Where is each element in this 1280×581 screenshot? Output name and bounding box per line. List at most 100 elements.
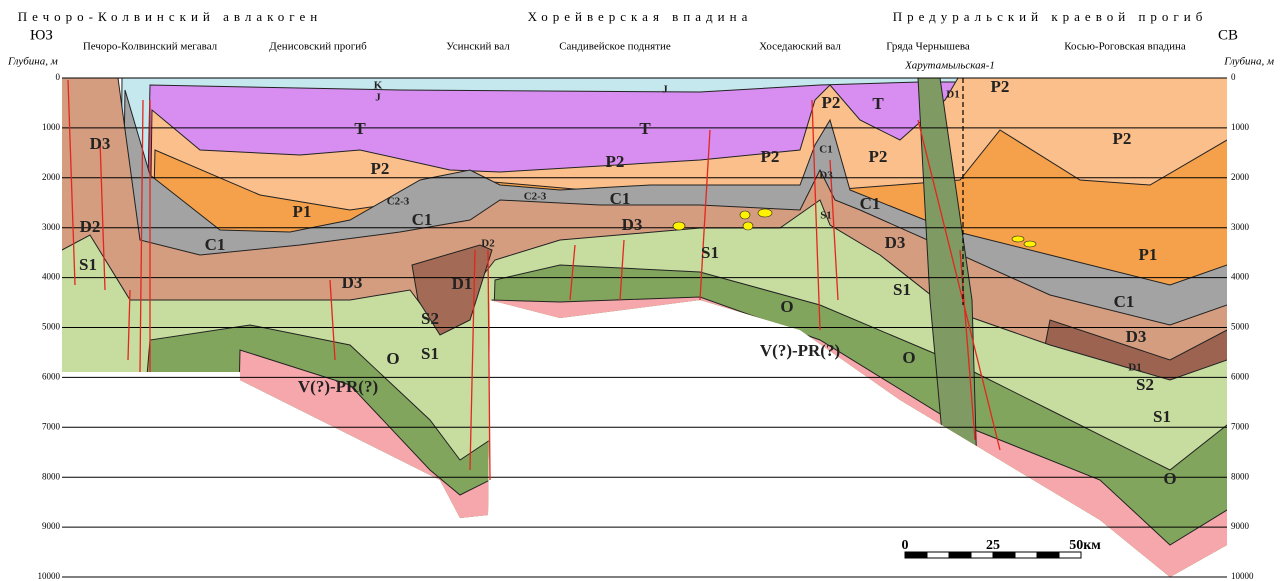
structure-label: Гряда Чернышева <box>886 41 970 53</box>
layer-label: S1 <box>79 255 97 274</box>
depth-label-right: 4000 <box>1231 272 1250 282</box>
layer-label: J <box>375 92 381 104</box>
depth-label-left: 2000 <box>42 172 61 182</box>
scale-segment <box>949 552 971 558</box>
depth-label-left: 7000 <box>42 421 61 431</box>
depth-label-left: 5000 <box>42 322 61 332</box>
deposit <box>743 222 753 230</box>
deposit <box>1012 236 1024 242</box>
layer-label: T <box>639 119 651 138</box>
layer-label: C2-3 <box>524 191 547 203</box>
depth-label-left: 0 <box>56 72 61 82</box>
well-label: Харутамыльская-1 <box>904 60 995 72</box>
layer-label: C1 <box>412 210 433 229</box>
depth-label-left: 8000 <box>42 471 61 481</box>
layer-label: S1 <box>893 280 911 299</box>
layers <box>40 78 1260 581</box>
layer-label: V(?)-PR(?) <box>760 341 840 360</box>
layer-label: D3 <box>885 233 906 252</box>
layer-label: C1 <box>205 235 226 254</box>
scale-label: 0 <box>902 538 909 553</box>
direction: ЮЗ <box>30 27 53 43</box>
layer-label: J <box>662 84 668 96</box>
layer-label: D3 <box>622 215 643 234</box>
depth-label-right: 7000 <box>1231 421 1250 431</box>
depth-label-right: 0 <box>1231 72 1236 82</box>
layer-label: D2 <box>481 238 495 250</box>
region-title: Предуральский краевой прогиб <box>893 9 1208 24</box>
depth-label-left: 10000 <box>38 571 61 581</box>
axis-label: Глубина, м <box>7 56 58 68</box>
depth-label-left: 9000 <box>42 521 61 531</box>
structure-label: Хоседаюский вал <box>759 41 841 53</box>
layer-label: C1 <box>610 189 631 208</box>
layer-label: P2 <box>761 147 780 166</box>
structure-label: Косью-Роговская впадина <box>1064 41 1186 53</box>
layer-label: S1 <box>820 210 832 222</box>
depth-label-left: 6000 <box>42 371 61 381</box>
layer-label: D3 <box>819 170 833 182</box>
layer-label: T <box>872 94 884 113</box>
deposit <box>1024 241 1036 247</box>
structure-label: Усинский вал <box>446 41 510 53</box>
layer-label: D3 <box>342 273 363 292</box>
layer-label: O <box>386 349 399 368</box>
layer-label: O <box>1163 469 1176 488</box>
layer-label: V(?)-PR(?) <box>298 377 378 396</box>
depth-label-left: 4000 <box>42 272 61 282</box>
depth-label-left: 3000 <box>42 222 61 232</box>
axis-label: Глубина, м <box>1223 56 1274 68</box>
region-title: Хорейверская впадина <box>528 9 753 24</box>
layer-label: C2-3 <box>387 196 410 208</box>
depth-label-right: 10000 <box>1231 571 1254 581</box>
structure-label: Печоро-Колвинский мегавал <box>83 41 218 53</box>
layer-label: T <box>354 119 366 138</box>
depth-label-right: 6000 <box>1231 371 1250 381</box>
layer-label: C1 <box>860 194 881 213</box>
deposit <box>758 209 772 217</box>
layer-label: P2 <box>606 152 625 171</box>
layer-label: D3 <box>90 134 111 153</box>
layer-label: P2 <box>869 147 888 166</box>
layer-label: D1 <box>1128 362 1141 374</box>
depth-label-right: 5000 <box>1231 322 1250 332</box>
depth-label-left: 1000 <box>42 122 61 132</box>
layer-label: C1 <box>1114 292 1135 311</box>
region-title: Печоро-Колвинский авлакоген <box>18 9 322 24</box>
deposit <box>673 222 685 230</box>
structure-label: Денисовский прогиб <box>269 41 367 53</box>
layer-label: D1 <box>946 89 959 101</box>
layer-label: C1 <box>819 144 832 156</box>
layer-label: P2 <box>822 93 841 112</box>
layer-label: P2 <box>991 77 1010 96</box>
layer-label: P1 <box>293 202 312 221</box>
scale-segment <box>1015 552 1037 558</box>
scale-segment <box>927 552 949 558</box>
scale-segment <box>1037 552 1059 558</box>
scale-label: 50км <box>1069 538 1101 553</box>
layer-label: D2 <box>80 217 101 236</box>
layer-label: P2 <box>371 159 390 178</box>
direction: СВ <box>1218 27 1238 43</box>
depth-label-right: 3000 <box>1231 222 1250 232</box>
layer-label: S1 <box>421 344 439 363</box>
layer-label: P1 <box>1139 245 1158 264</box>
deposit <box>740 211 750 219</box>
structure-label: Сандивейское поднятие <box>559 41 671 53</box>
layer-label: S2 <box>1136 375 1154 394</box>
layer-label: O <box>902 348 915 367</box>
scale-label: 25 <box>986 538 1000 553</box>
layer-label: P2 <box>1113 129 1132 148</box>
layer-label: S1 <box>1153 407 1171 426</box>
depth-label-right: 9000 <box>1231 521 1250 531</box>
cross-section: 0 0 1000 1000 2000 2000 3000 3000 4000 4000 5000 50… <box>0 0 1280 581</box>
layer-label: K <box>374 80 383 92</box>
depth-label-right: 8000 <box>1231 471 1250 481</box>
depth-label-right: 1000 <box>1231 122 1250 132</box>
layer-label: S1 <box>701 243 719 262</box>
depth-label-right: 2000 <box>1231 172 1250 182</box>
layer-label: S2 <box>421 309 439 328</box>
layer-label: D3 <box>1126 327 1147 346</box>
layer-label: O <box>780 297 793 316</box>
layer-label: D1 <box>452 274 473 293</box>
